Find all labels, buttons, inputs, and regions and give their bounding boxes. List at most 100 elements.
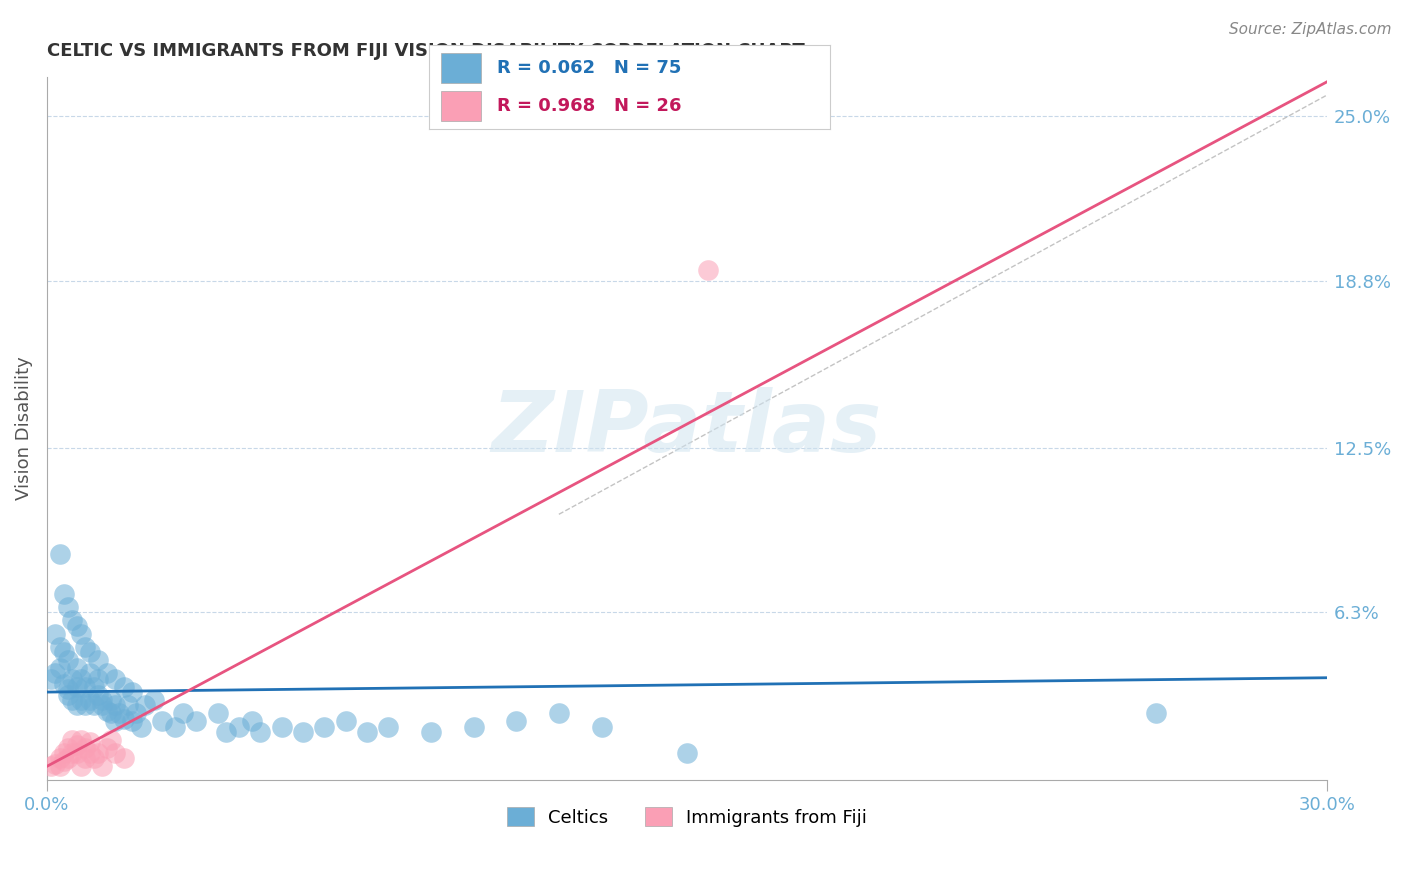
Point — [150, 714, 173, 729]
Point — [121, 685, 143, 699]
Point — [70, 672, 93, 686]
Point — [291, 724, 314, 739]
Point — [66, 680, 89, 694]
Point — [117, 698, 139, 713]
Point — [100, 693, 122, 707]
Text: ZIPatlas: ZIPatlas — [492, 386, 882, 469]
Point — [52, 746, 75, 760]
Point — [48, 547, 70, 561]
Text: R = 0.062   N = 75: R = 0.062 N = 75 — [496, 59, 682, 77]
Point — [58, 653, 80, 667]
Point — [96, 704, 118, 718]
Point — [52, 645, 75, 659]
Point — [377, 720, 399, 734]
Point — [240, 714, 263, 729]
Point — [79, 746, 101, 760]
Point — [1144, 706, 1167, 721]
Point — [112, 712, 135, 726]
Point — [100, 732, 122, 747]
Point — [87, 672, 110, 686]
Point — [62, 693, 84, 707]
Point — [79, 735, 101, 749]
Point — [121, 714, 143, 729]
Point — [75, 698, 97, 713]
Text: R = 0.968   N = 26: R = 0.968 N = 26 — [496, 97, 682, 115]
Point — [505, 714, 527, 729]
Point — [62, 732, 84, 747]
Point — [66, 746, 89, 760]
Point — [104, 714, 127, 729]
Point — [70, 693, 93, 707]
Point — [66, 619, 89, 633]
Point — [83, 698, 105, 713]
Point — [44, 626, 66, 640]
Point — [91, 698, 114, 713]
Point — [87, 746, 110, 760]
Point — [79, 666, 101, 681]
Point — [39, 672, 62, 686]
Bar — [441, 91, 481, 120]
Point — [112, 680, 135, 694]
Text: Source: ZipAtlas.com: Source: ZipAtlas.com — [1229, 22, 1392, 37]
Point — [79, 645, 101, 659]
Point — [52, 587, 75, 601]
Point — [676, 746, 699, 760]
Point — [104, 746, 127, 760]
Point — [44, 666, 66, 681]
Bar — [441, 54, 481, 83]
Point — [125, 706, 148, 721]
Point — [100, 706, 122, 721]
Point — [129, 720, 152, 734]
Point — [591, 720, 613, 734]
Point — [112, 751, 135, 765]
Point — [108, 706, 131, 721]
Legend: Celtics, Immigrants from Fiji: Celtics, Immigrants from Fiji — [499, 800, 875, 834]
Point — [52, 677, 75, 691]
Point — [249, 724, 271, 739]
Point — [62, 746, 84, 760]
Point — [58, 682, 80, 697]
Point — [419, 724, 441, 739]
Point — [96, 666, 118, 681]
Point — [44, 756, 66, 771]
Point — [356, 724, 378, 739]
Point — [96, 740, 118, 755]
Point — [134, 698, 156, 713]
Point — [48, 759, 70, 773]
Point — [52, 754, 75, 768]
Point — [75, 751, 97, 765]
Point — [87, 688, 110, 702]
Point — [66, 661, 89, 675]
Point — [70, 759, 93, 773]
Point — [91, 693, 114, 707]
Point — [228, 720, 250, 734]
Point — [215, 724, 238, 739]
Point — [66, 698, 89, 713]
Point — [75, 680, 97, 694]
Point — [697, 263, 720, 277]
Point — [58, 600, 80, 615]
Point — [547, 706, 569, 721]
Point — [83, 751, 105, 765]
Point — [104, 698, 127, 713]
Point — [463, 720, 485, 734]
Point — [75, 640, 97, 654]
Point — [186, 714, 208, 729]
Point — [270, 720, 292, 734]
Point — [62, 614, 84, 628]
Point — [163, 720, 186, 734]
Point — [58, 688, 80, 702]
Point — [39, 759, 62, 773]
Point — [48, 661, 70, 675]
Point — [62, 672, 84, 686]
Point — [58, 751, 80, 765]
Point — [172, 706, 194, 721]
Point — [87, 653, 110, 667]
Point — [314, 720, 336, 734]
Point — [48, 751, 70, 765]
Point — [207, 706, 229, 721]
Point — [142, 693, 165, 707]
Point — [66, 738, 89, 752]
Text: CELTIC VS IMMIGRANTS FROM FIJI VISION DISABILITY CORRELATION CHART: CELTIC VS IMMIGRANTS FROM FIJI VISION DI… — [46, 42, 804, 60]
Point — [83, 680, 105, 694]
